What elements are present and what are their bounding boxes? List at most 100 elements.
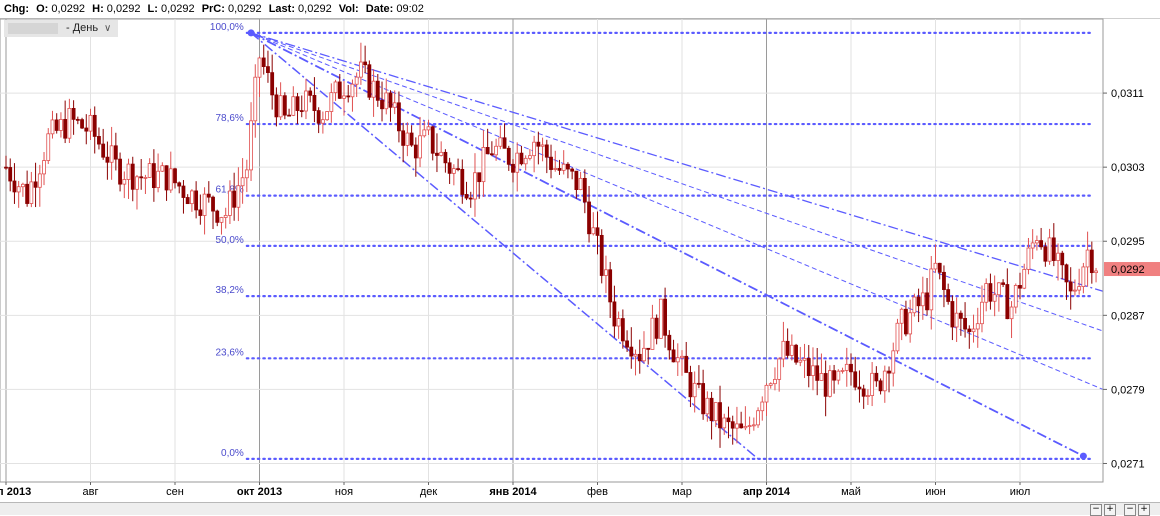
candle-body [151, 163, 156, 189]
price-tick-label: 0,0271 [1111, 458, 1145, 470]
fib-level-label: 23,6% [215, 347, 243, 358]
candle-body [806, 358, 811, 376]
trend-fan-line[interactable] [250, 32, 1084, 457]
candle-body [181, 185, 186, 198]
candle-body [54, 119, 59, 131]
zoom-out-time-button[interactable]: − [1090, 504, 1102, 516]
candle-body [346, 95, 351, 98]
candle-body [743, 425, 748, 429]
candle-body [84, 127, 89, 132]
candle-body [358, 61, 363, 78]
candle-body [819, 373, 824, 381]
candle-body [1018, 285, 1022, 289]
candle-body [447, 162, 452, 174]
price-tick-label: 0,0287 [1111, 310, 1145, 322]
candle-body [25, 183, 30, 204]
candle-body [756, 410, 760, 426]
price-tick-label: 0,0311 [1111, 88, 1144, 100]
fan-anchor-handle[interactable] [247, 29, 255, 37]
candle-body [1081, 266, 1086, 287]
candle-body [397, 102, 401, 132]
candle-body [950, 301, 955, 328]
candle-body [1085, 249, 1090, 268]
candle-body [185, 197, 190, 205]
candle-body [422, 129, 427, 137]
plus-icon: + [1140, 504, 1148, 514]
chart-bottom-controls: − + − + [0, 502, 1160, 516]
candle-body [126, 163, 131, 180]
candle-body [477, 172, 482, 183]
time-axis: июл 2013 авг сен окт 2013 ноя дек янв 2014 фев м… [0, 482, 1030, 498]
open-value: O: 0,0292 [36, 3, 86, 15]
candle-body [29, 181, 34, 204]
zoom-in-price-button[interactable]: + [1138, 504, 1150, 516]
candle-body [388, 92, 393, 108]
month-label: июн [925, 486, 945, 498]
candle-body [929, 268, 934, 311]
candle-body [12, 180, 17, 193]
candle-body [405, 132, 410, 146]
candle-body [587, 201, 591, 235]
candle-body [1060, 252, 1065, 266]
candle-body [718, 402, 722, 429]
candle-body [101, 143, 106, 158]
candle-body [688, 372, 693, 398]
candle-body [164, 165, 169, 191]
candle-body [912, 296, 917, 314]
candle-body [295, 96, 300, 111]
candle-body [130, 163, 135, 190]
candle-body [113, 145, 118, 160]
fan-end-handle[interactable] [1079, 452, 1087, 460]
month-label: мар [672, 486, 692, 498]
trend-fan-line[interactable] [250, 32, 1104, 292]
candle-body [33, 181, 38, 188]
candle-body [861, 388, 866, 397]
zoom-out-price-button[interactable]: − [1124, 504, 1136, 516]
candle-body [498, 137, 503, 147]
symbol-period-selector[interactable]: - День ∨ [4, 20, 118, 37]
trend-fan-line[interactable] [250, 32, 1104, 332]
candle-body [971, 328, 976, 333]
candle-body [561, 163, 566, 171]
candle-body [637, 353, 642, 362]
chevron-down-icon[interactable]: ∨ [104, 23, 112, 34]
candle-body [925, 292, 929, 311]
candle-body [789, 344, 794, 356]
candle-body [697, 382, 701, 385]
candle-body [244, 169, 249, 179]
candle-body [147, 163, 152, 178]
candle-body [71, 108, 76, 120]
candle-body [574, 170, 579, 190]
candle-body [189, 190, 194, 205]
candle-body [904, 308, 908, 335]
candle-body [946, 289, 951, 302]
candle-body [219, 217, 224, 223]
candle-body [122, 179, 127, 185]
candle-body [908, 312, 913, 335]
candle-body [50, 119, 55, 135]
fib-level-label: 0,0% [221, 448, 244, 459]
fibonacci-retracement[interactable]: 100,0%78,6%61,8%50,0%38,2%23,6%0,0% [210, 22, 1093, 460]
candle-body [342, 95, 346, 99]
trend-fan-line[interactable] [250, 32, 759, 460]
candle-body [612, 301, 617, 327]
candle-body [92, 114, 97, 137]
price-chart[interactable]: 100,0%78,6%61,8%50,0%38,2%23,6%0,0% 0,03… [0, 0, 1160, 502]
candle-body [1094, 270, 1098, 274]
candle-body [1077, 286, 1082, 291]
candle-body [988, 283, 993, 302]
candle-body [549, 156, 553, 170]
candle-body [278, 95, 283, 118]
candle-body [1005, 284, 1010, 320]
candle-body [1022, 269, 1027, 289]
price-tick-label: 0,0303 [1111, 162, 1145, 174]
zoom-in-time-button[interactable]: + [1104, 504, 1116, 516]
candle-body [67, 108, 72, 139]
candle-body [473, 172, 477, 200]
candle-body [802, 358, 807, 361]
candle-body [489, 153, 494, 156]
candle-body [747, 425, 752, 427]
minus-icon: − [1092, 504, 1100, 514]
candle-body [88, 114, 93, 132]
trend-fan-lines[interactable] [247, 29, 1104, 460]
